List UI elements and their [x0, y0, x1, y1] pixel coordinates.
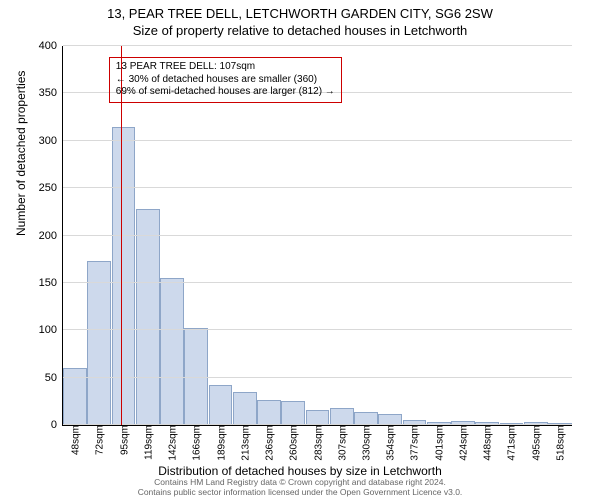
x-tick-label: 424sqm	[456, 425, 469, 461]
x-tick-label: 307sqm	[335, 425, 348, 461]
gridline	[63, 282, 572, 283]
histogram-bar	[209, 385, 233, 425]
x-tick-label: 189sqm	[214, 425, 227, 461]
x-tick-label: 119sqm	[141, 425, 154, 460]
y-tick-label: 100	[39, 324, 63, 336]
histogram-bar	[281, 401, 305, 425]
footer-line2: Contains public sector information licen…	[0, 488, 600, 498]
x-tick-label: 142sqm	[166, 425, 179, 461]
chart-plot-area: 05010015020025030035040048sqm72sqm95sqm1…	[62, 46, 572, 426]
y-tick-label: 50	[45, 372, 63, 384]
annotation-line: 13 PEAR TREE DELL: 107sqm	[116, 61, 335, 74]
y-tick-label: 200	[39, 230, 63, 242]
histogram-bar	[112, 127, 136, 425]
x-tick-label: 213sqm	[238, 425, 251, 461]
gridline	[63, 377, 572, 378]
x-tick-label: 283sqm	[311, 425, 324, 461]
y-tick-label: 150	[39, 277, 63, 289]
x-tick-label: 72sqm	[93, 425, 106, 455]
x-tick-label: 377sqm	[408, 425, 421, 461]
x-tick-label: 260sqm	[287, 425, 300, 461]
x-tick-label: 401sqm	[432, 425, 445, 461]
histogram-bar	[330, 408, 354, 425]
annotation-line: 69% of semi-detached houses are larger (…	[116, 86, 335, 99]
y-tick-label: 250	[39, 182, 63, 194]
y-tick-label: 400	[39, 40, 63, 52]
x-tick-label: 95sqm	[117, 425, 130, 455]
gridline	[63, 235, 572, 236]
y-tick-label: 350	[39, 87, 63, 99]
gridline	[63, 329, 572, 330]
x-tick-label: 471sqm	[505, 425, 518, 461]
gridline	[63, 140, 572, 141]
histogram-bar	[306, 410, 330, 425]
chart-title-line1: 13, PEAR TREE DELL, LETCHWORTH GARDEN CI…	[0, 0, 600, 21]
x-tick-label: 48sqm	[69, 425, 82, 455]
property-annotation-box: 13 PEAR TREE DELL: 107sqm← 30% of detach…	[109, 57, 342, 103]
histogram-bar	[233, 392, 257, 425]
histogram-bar	[354, 412, 378, 425]
histogram-bar	[136, 209, 160, 425]
histogram-bar	[160, 278, 184, 425]
x-tick-label: 236sqm	[263, 425, 276, 461]
annotation-line: ← 30% of detached houses are smaller (36…	[116, 74, 335, 87]
y-tick-label: 0	[51, 419, 63, 431]
x-tick-label: 518sqm	[553, 425, 566, 461]
x-tick-label: 166sqm	[190, 425, 203, 461]
y-axis-label: Number of detached properties	[14, 71, 28, 236]
x-tick-label: 354sqm	[384, 425, 397, 461]
x-axis-label: Distribution of detached houses by size …	[0, 464, 600, 478]
histogram-bar	[87, 261, 111, 425]
gridline	[63, 187, 572, 188]
chart-title-line2: Size of property relative to detached ho…	[0, 21, 600, 38]
footer-attribution: Contains HM Land Registry data © Crown c…	[0, 478, 600, 498]
gridline	[63, 45, 572, 46]
x-tick-label: 448sqm	[481, 425, 494, 461]
x-tick-label: 330sqm	[359, 425, 372, 461]
histogram-bar	[257, 400, 281, 425]
y-tick-label: 300	[39, 135, 63, 147]
x-tick-label: 495sqm	[529, 425, 542, 461]
